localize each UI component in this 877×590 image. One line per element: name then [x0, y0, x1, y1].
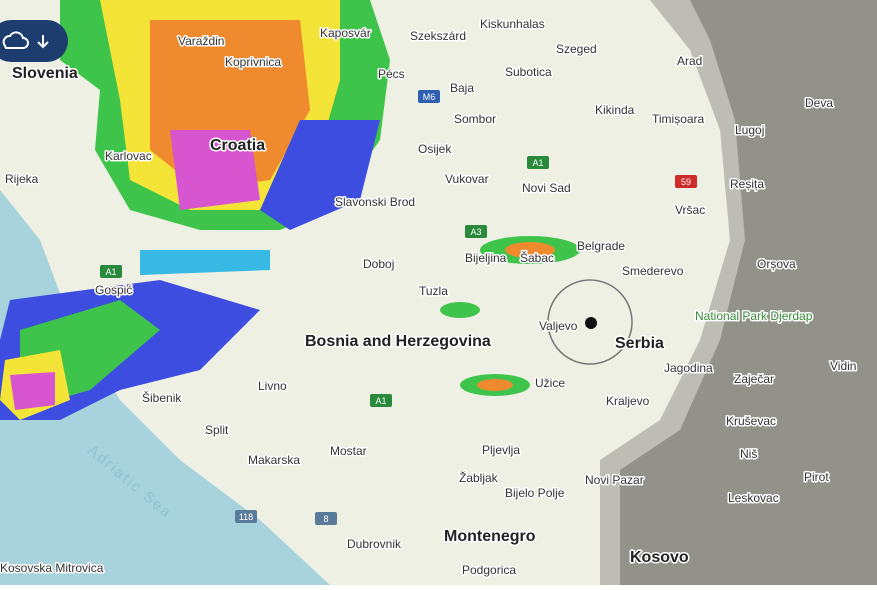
place-label: Croatia: [210, 137, 265, 154]
road-shield: [235, 510, 257, 523]
road-shield: [315, 512, 337, 525]
road-label: M6: [423, 92, 436, 102]
place-label: Orșova: [757, 257, 796, 271]
place-label: Serbia: [615, 335, 664, 352]
road-label: A3: [470, 227, 481, 237]
place-label: Vidin: [830, 359, 856, 373]
place-label: Pécs: [378, 67, 405, 81]
place-label: Koprivnica: [225, 55, 281, 69]
place-label: Subotica: [505, 65, 552, 79]
road-label: A1: [105, 267, 116, 277]
out-of-range: [620, 0, 877, 585]
place-label: Žabljak: [459, 470, 499, 485]
road-label: 118: [239, 512, 253, 522]
place-label: Vukovar: [445, 172, 489, 186]
road-shield: [100, 265, 122, 278]
road-label: 59: [681, 177, 691, 187]
place-label: Montenegro: [444, 528, 536, 545]
road-shield: [418, 90, 440, 103]
place-label: Bosnia and Herzegovina: [305, 333, 491, 350]
place-label: Sombor: [454, 112, 496, 126]
place-label: Dubrovnik: [347, 537, 402, 551]
location-ring: [547, 279, 633, 365]
place-label: Podgorica: [462, 563, 516, 577]
place-label: Deva: [805, 96, 833, 110]
location-dot: [585, 317, 597, 329]
place-label: Zaječar: [734, 372, 774, 386]
place-label: Mostar: [330, 444, 367, 458]
place-label: Lugoj: [735, 123, 764, 137]
place-label: Jagodina: [664, 361, 713, 375]
place-label: Kaposvár: [320, 26, 371, 40]
place-label: Varaždin: [178, 34, 224, 48]
road-shield: [527, 156, 549, 169]
place-label: Karlovac: [105, 149, 152, 163]
place-label: Osijek: [418, 142, 452, 156]
place-label: Kosovska Mitrovica: [0, 561, 104, 575]
place-label: Rijeka: [5, 172, 39, 186]
place-label: Tuzla: [419, 284, 448, 298]
place-label: Slovenia: [12, 65, 78, 82]
road-label: 8: [323, 514, 328, 524]
place-label: Šibenik: [142, 390, 182, 405]
place-label: Vršac: [675, 203, 705, 217]
place-label: Kikinda: [595, 103, 635, 117]
road-label: A1: [532, 158, 543, 168]
place-label: National Park Djerdap: [695, 309, 813, 323]
place-label: Pljevlja: [482, 443, 520, 457]
place-label: Gospić: [95, 283, 132, 297]
place-label: Belgrade: [577, 239, 625, 253]
layer-button[interactable]: [0, 20, 68, 62]
place-label: Split: [205, 423, 229, 437]
road-shield: [465, 225, 487, 238]
place-label: Slavonski Brod: [335, 195, 415, 209]
place-label: Kruševac: [726, 414, 776, 428]
place-label: Reșița: [730, 177, 764, 191]
sea: [0, 190, 330, 585]
place-label: Szekszárd: [410, 29, 466, 43]
place-label: Baja: [450, 81, 474, 95]
place-label: Leskovac: [728, 491, 779, 505]
place-label: Niš: [740, 447, 757, 461]
place-label: Timișoara: [652, 112, 705, 126]
road-shields: M6 A1 59 A3 A1 118 8 A1: [100, 90, 697, 525]
place-label: Pirot: [804, 470, 829, 484]
place-label: Szeged: [556, 42, 597, 56]
place-label: Kiskunhalas: [480, 17, 545, 31]
place-label: Arad: [677, 54, 702, 68]
place-label: Kraljevo: [606, 394, 650, 408]
place-label: Novi Sad: [522, 181, 571, 195]
place-label: Bijeljina: [465, 251, 507, 265]
place-label: Valjevo: [539, 319, 578, 333]
place-label: Doboj: [363, 257, 394, 271]
road-shield: [370, 394, 392, 407]
place-label: Livno: [258, 379, 287, 393]
place-label: Šabac: [520, 250, 554, 265]
place-label: Smederevo: [622, 264, 684, 278]
precipitation: [0, 0, 580, 420]
place-label: Kosovo: [630, 549, 689, 566]
road-label: A1: [375, 396, 386, 406]
place-label: Makarska: [248, 453, 300, 467]
place-label: Bijelo Polje: [505, 486, 565, 500]
place-label: Novi Pazar: [585, 473, 644, 487]
road-shield: [675, 175, 697, 188]
place-label: Užice: [535, 376, 565, 390]
